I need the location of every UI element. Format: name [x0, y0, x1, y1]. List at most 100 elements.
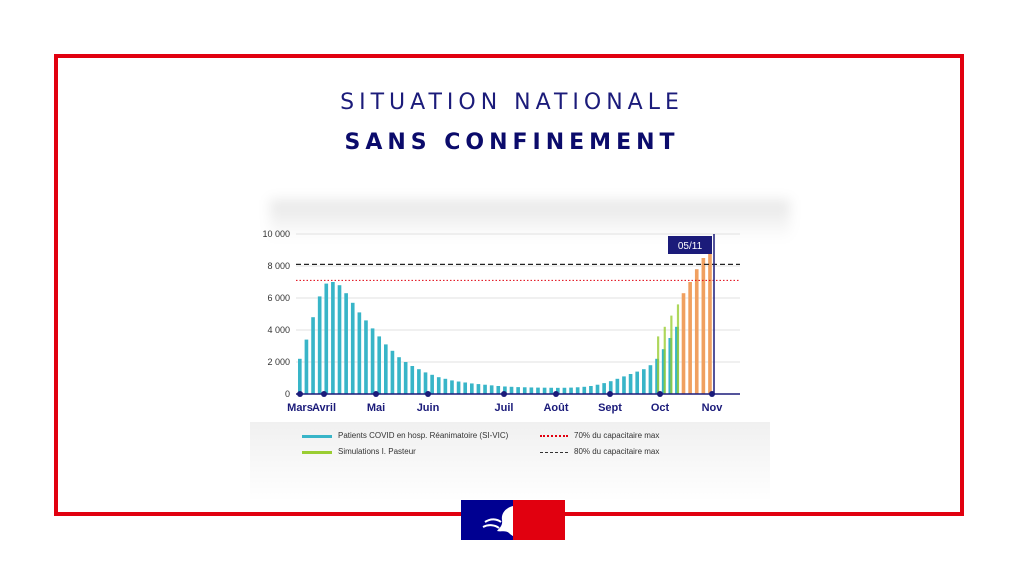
legend-swatch-80: [540, 452, 568, 453]
x-tick-dot: [373, 391, 379, 397]
bar-pasteur: [657, 336, 660, 394]
bar-sivic: [522, 387, 527, 394]
x-tick-dot: [321, 391, 327, 397]
x-tick-dot: [607, 391, 613, 397]
x-tick-dot: [657, 391, 663, 397]
y-tick-label: 0: [285, 389, 290, 399]
y-tick-label: 2 000: [267, 357, 290, 367]
chart-svg: 0 2 000 4 000 6 000 8 000 10 000 Mars Avril Mai J…: [262, 229, 740, 414]
bar-sivic: [542, 387, 547, 394]
bar-sivic: [582, 386, 587, 394]
y-tick-label: 4 000: [267, 325, 290, 335]
bar-sivic: [397, 357, 401, 394]
bar-sivic: [450, 380, 454, 394]
bar-simulation: [708, 246, 712, 394]
bar-sivic: [648, 365, 653, 394]
bar-sivic: [423, 372, 428, 394]
bar-sivic: [298, 358, 302, 394]
marker-box: [668, 236, 712, 254]
bar-sivic: [536, 387, 540, 394]
title-line-1: SITUATION NATIONALE: [340, 90, 684, 115]
bar-sivic: [430, 374, 434, 394]
bar-sivic: [384, 344, 388, 394]
bar-sivic: [635, 371, 640, 394]
bar-sivic: [615, 378, 620, 394]
x-tick-label: Juin: [417, 402, 440, 414]
bar-sivic: [529, 387, 534, 394]
x-tick-label: Août: [543, 402, 568, 414]
bar-sivic: [489, 385, 494, 394]
bar-sivic: [602, 383, 606, 394]
legend-swatch-pasteur: [302, 451, 332, 454]
x-tick-label: Mai: [367, 402, 385, 414]
bar-pasteur: [663, 326, 666, 394]
chart: 0 2 000 4 000 6 000 8 000 10 000 Mars Avril Mai J…: [248, 220, 768, 420]
bar-sivic: [470, 383, 474, 394]
bar-simulation: [701, 258, 706, 394]
bar-sivic: [370, 328, 375, 394]
bar-sivic: [628, 374, 633, 394]
x-tick-dot: [501, 391, 507, 397]
bar-sivic: [337, 285, 342, 394]
marianne-logo: [461, 500, 565, 540]
bar-sivic: [642, 369, 646, 394]
bar-sivic: [622, 376, 626, 394]
legend-label-pasteur: Simulations I. Pasteur: [338, 447, 416, 456]
marianne-profile-icon: [482, 506, 513, 536]
bar-sivic: [417, 369, 421, 394]
y-tick-label: 10 000: [262, 229, 290, 239]
bar-sivic: [364, 320, 368, 394]
bar-sivic: [503, 386, 507, 394]
bar-sivic: [516, 387, 520, 394]
bar-sivic: [569, 387, 573, 394]
chart-shadow: [270, 200, 790, 240]
bar-sivic: [509, 386, 514, 394]
legend-label-sivic: Patients COVID en hosp. Réanimatoire (SI…: [338, 431, 509, 440]
bar-sivic: [675, 326, 679, 394]
y-tick-label: 8 000: [267, 261, 290, 271]
bar-sivic: [350, 302, 355, 394]
bar-sivic: [357, 312, 362, 394]
bar-pasteur: [676, 304, 680, 394]
bar-sivic: [496, 386, 501, 394]
bar-sivic: [443, 378, 448, 394]
bar-sivic: [456, 381, 461, 394]
bar-sivic: [595, 384, 600, 394]
bar-sivic: [403, 362, 408, 394]
bar-simulation: [681, 293, 686, 394]
marker-label: 05/11: [678, 241, 703, 252]
bar-simulation: [688, 282, 692, 394]
bar-sivic: [483, 384, 487, 394]
x-tick-label: Juil: [495, 402, 514, 414]
bar-sivic: [344, 293, 348, 394]
legend-swatch-sivic: [302, 435, 332, 438]
x-tick-label: Avril: [312, 402, 336, 414]
title-line-2: SANS CONFINEMENT: [344, 130, 680, 155]
bar-sivic: [317, 296, 322, 394]
y-tick-label: 6 000: [267, 293, 290, 303]
bar-sivic: [608, 381, 613, 394]
bar-sivic: [311, 317, 315, 394]
bar-sivic: [390, 350, 395, 394]
bar-sivic: [589, 386, 593, 394]
x-tick-label: Sept: [598, 402, 622, 414]
legend: Patients COVID en hosp. Réanimatoire (SI…: [250, 422, 770, 502]
legend-label-80: 80% du capacitaire max: [574, 447, 660, 456]
bar-sivic: [562, 387, 567, 394]
legend-swatch-70: [540, 435, 568, 437]
marianne-red: [513, 500, 565, 540]
x-tick-dot: [553, 391, 559, 397]
bar-sivic: [575, 387, 580, 394]
bar-simulation: [694, 269, 699, 394]
bar-sivic: [324, 283, 329, 394]
bar-sivic: [436, 377, 441, 394]
bar-sivic: [556, 387, 560, 394]
bar-sivic: [549, 387, 554, 394]
bar-sivic: [410, 366, 415, 394]
legend-label-70: 70% du capacitaire max: [574, 431, 660, 440]
bar-sivic: [377, 336, 382, 394]
x-tick-dot: [297, 391, 303, 397]
bar-pasteur: [670, 315, 673, 394]
x-tick-label: Nov: [702, 402, 724, 414]
bar-sivic: [463, 382, 468, 394]
